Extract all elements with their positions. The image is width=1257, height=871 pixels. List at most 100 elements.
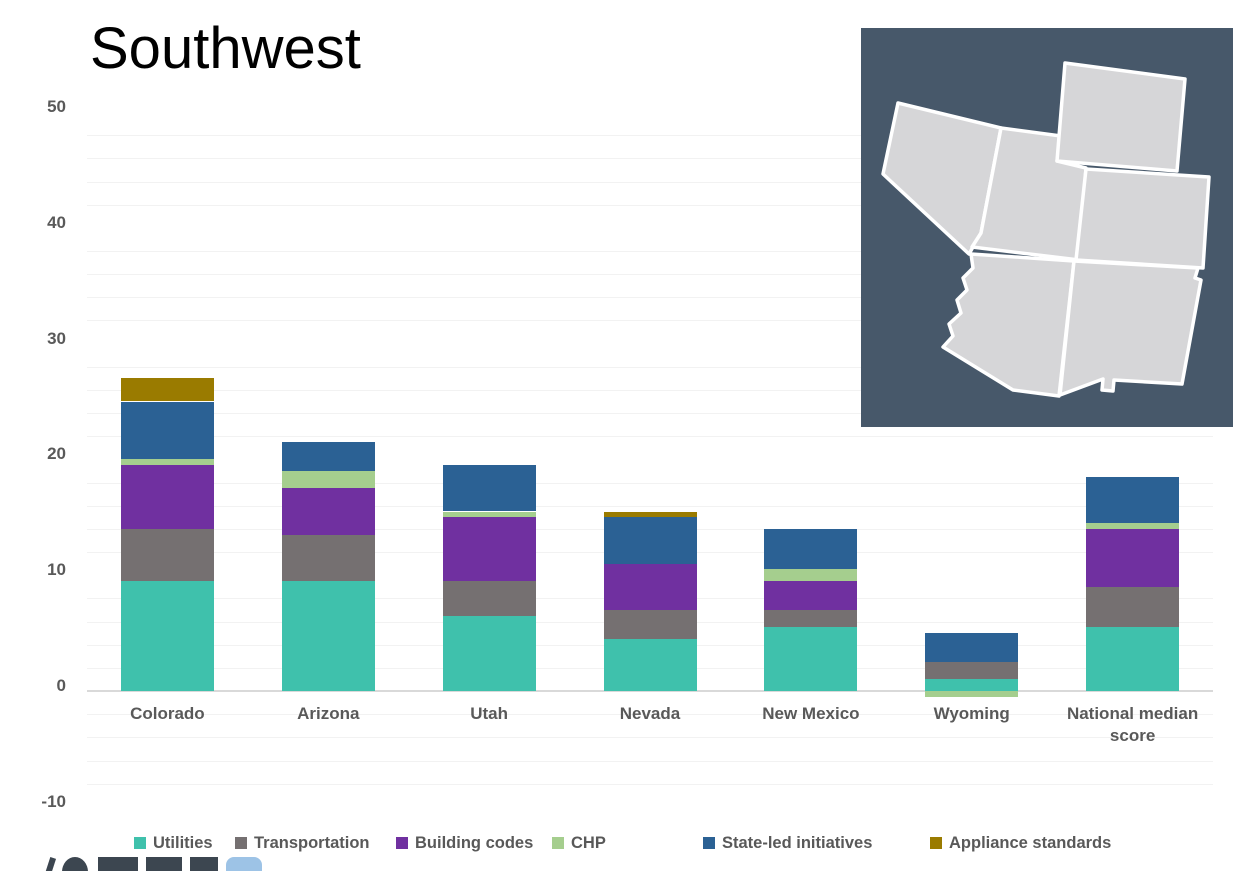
gridline (87, 366, 1213, 368)
x-axis-label-national-median-score: National median score (1066, 704, 1199, 745)
legend-swatch-transportation (235, 837, 247, 849)
bar-segment-wyoming-state-led-initiatives (925, 633, 1019, 662)
bar-segment-new-mexico-utilities (764, 627, 858, 691)
gridline (87, 714, 1213, 716)
y-tick-label: 20 (47, 444, 66, 464)
bar-segment-colorado-building-codes (120, 465, 214, 529)
x-axis-label-wyoming: Wyoming (933, 704, 1010, 723)
bar-segment-colorado-state-led-initiatives (120, 401, 214, 460)
chart-title: Southwest (90, 16, 361, 81)
chart-legend: Utilities Transportation Building codes CHP… (0, 833, 1257, 855)
legend-item-building-codes: Building codes (396, 833, 534, 852)
legend-item-state-led-initiatives: State-led initiatives (703, 833, 873, 852)
bar-segment-national-median-score-chp (1086, 523, 1180, 529)
legend-label: Transportation (254, 833, 370, 852)
gridline (87, 204, 1213, 206)
y-tick-label: 10 (47, 560, 66, 580)
bar-segment-arizona-state-led-initiatives (281, 442, 375, 471)
bar-segment-new-mexico-state-led-initiatives (764, 528, 858, 570)
state-wyoming (1055, 61, 1187, 173)
logo-glyph-accent (226, 857, 262, 871)
x-axis-line (87, 690, 1213, 692)
y-tick-label: 50 (47, 97, 66, 116)
legend-swatch-state-led-initiatives (703, 837, 715, 849)
gridline (87, 135, 1213, 137)
bar-segment-wyoming-chp (925, 691, 1019, 697)
bar-segment-arizona-utilities (281, 581, 375, 691)
y-tick-label: -10 (41, 791, 66, 811)
bar-segment-nevada-building-codes (603, 563, 697, 610)
logo-glyph (190, 857, 218, 871)
gridline (87, 297, 1213, 299)
bar-segment-nevada-utilities (603, 638, 697, 691)
gridline (87, 737, 1213, 739)
bar-segment-national-median-score-building-codes (1086, 528, 1180, 587)
legend-label: Appliance standards (949, 833, 1112, 852)
logo-glyph (40, 857, 57, 871)
sweep-logo-partial (40, 857, 270, 871)
x-axis-label-arizona: Arizona (297, 704, 360, 723)
southwest-map-inset (861, 28, 1233, 427)
x-axis-label-new-mexico: New Mexico (762, 704, 860, 723)
logo-glyph (98, 857, 138, 871)
legend-swatch-appliance-standards (930, 837, 942, 849)
bar-segment-wyoming-utilities (925, 679, 1019, 691)
legend-label: State-led initiatives (722, 833, 873, 852)
gridline (87, 760, 1213, 762)
bar-segment-utah-state-led-initiatives (442, 465, 536, 512)
bar-segment-arizona-building-codes (281, 488, 375, 535)
bar-segment-colorado-chp (120, 459, 214, 466)
gridline (87, 181, 1213, 183)
bar-segment-national-median-score-utilities (1086, 627, 1180, 691)
gridline (87, 436, 1213, 438)
bar-segment-nevada-transportation (603, 609, 697, 639)
y-tick-label: 0 (56, 676, 66, 695)
state-new-mexico (1058, 259, 1203, 397)
gridline (87, 413, 1213, 415)
legend-label: Utilities (153, 833, 213, 852)
gridline (87, 482, 1213, 484)
legend-swatch-building-codes (396, 837, 408, 849)
gridline (87, 158, 1213, 160)
x-axis-label-colorado: Colorado (130, 704, 205, 723)
bar-segment-new-mexico-building-codes (764, 581, 858, 610)
logo-glyph (62, 857, 88, 871)
legend-label: Building codes (415, 833, 534, 852)
bar-segment-utah-chp (442, 511, 536, 518)
bar-segment-colorado-utilities (120, 581, 214, 691)
bar-segment-utah-transportation (442, 581, 536, 616)
bar-segment-colorado-appliance-standards (120, 378, 214, 402)
x-axis-label-utah: Utah (470, 704, 508, 723)
bar-segment-national-median-score-state-led-initiatives (1086, 476, 1180, 524)
bar-segment-nevada-state-led-initiatives (603, 517, 697, 564)
legend-swatch-chp (552, 837, 564, 849)
bar-segment-arizona-chp (281, 471, 375, 489)
gridline (87, 274, 1213, 276)
gridline (87, 783, 1213, 785)
gridline (87, 505, 1213, 507)
y-tick-label: 40 (47, 212, 66, 232)
state-colorado (1074, 167, 1211, 270)
x-axis-label-nevada: Nevada (619, 704, 681, 723)
bar-segment-colorado-transportation (120, 528, 214, 581)
bar-segment-arizona-transportation (281, 534, 375, 581)
legend-item-appliance-standards: Appliance standards (930, 833, 1112, 852)
legend-item-utilities: Utilities (134, 833, 213, 852)
bar-segment-new-mexico-transportation (764, 609, 858, 628)
bar-segment-utah-building-codes (442, 517, 536, 581)
bar-segment-national-median-score-transportation (1086, 586, 1180, 628)
y-tick-label: 30 (47, 328, 66, 348)
legend-item-transportation: Transportation (235, 833, 370, 852)
gridline (87, 251, 1213, 252)
logo-glyph (146, 857, 182, 871)
legend-item-chp: CHP (552, 833, 606, 852)
gridline (87, 389, 1213, 391)
legend-label: CHP (571, 833, 606, 852)
bar-segment-nevada-appliance-standards (603, 511, 697, 518)
bar-segment-wyoming-transportation (925, 662, 1019, 680)
gridline (87, 320, 1213, 322)
legend-swatch-utilities (134, 837, 146, 849)
bar-segment-utah-utilities (442, 615, 536, 691)
bar-segment-new-mexico-chp (764, 569, 858, 581)
